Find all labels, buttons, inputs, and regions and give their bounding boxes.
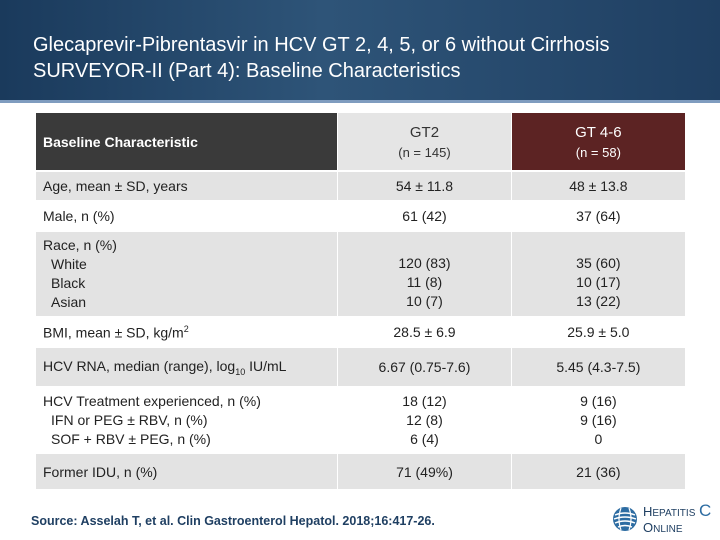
gt2-title: GT2 xyxy=(409,123,440,141)
col-header-characteristic: Baseline Characteristic xyxy=(36,113,338,171)
cell-gt2: 18 (12) 12 (8) 6 (4) xyxy=(337,386,512,453)
cell-value: 18 (12) xyxy=(402,392,447,409)
cell-gt2: 54 ± 11.8 xyxy=(337,170,512,201)
row-label-sub: Black xyxy=(51,275,86,291)
logo-word2: NLINE xyxy=(653,524,683,535)
cell-gt46: 25.9 ± 5.0 xyxy=(510,316,685,347)
row-label-main: Race, n (%) xyxy=(43,237,117,253)
table-row: Age, mean ± SD, years 54 ± 11.8 48 ± 13.… xyxy=(36,170,685,201)
cell-value: 10 (17) xyxy=(576,273,621,290)
gt46-title: GT 4-6 xyxy=(575,123,622,141)
cell-gt2: 61 (42) xyxy=(337,200,512,231)
banner-divider xyxy=(0,100,720,103)
table-row: Male, n (%) 61 (42) 37 (64) xyxy=(36,200,685,231)
row-label-sub: White xyxy=(51,256,87,272)
logo-word1: EPATITIS xyxy=(652,508,696,519)
cell-value: 10 (7) xyxy=(406,292,443,309)
row-label-main: BMI, mean ± SD, kg/m xyxy=(43,324,184,341)
table-header-row: Baseline Characteristic GT2 (n = 145) GT… xyxy=(36,113,685,171)
row-label-sup: 2 xyxy=(183,323,189,334)
gt2-n: (n = 145) xyxy=(398,144,451,160)
row-label-sub: Asian xyxy=(51,294,87,310)
source-citation: Source: Asselah T, et al. Clin Gastroent… xyxy=(31,514,435,528)
cell-value: 12 (8) xyxy=(406,411,443,428)
cell-gt46: 21 (36) xyxy=(510,452,685,489)
row-label: Former IDU, n (%) xyxy=(36,452,338,489)
cell-gt46: 35 (60) 10 (17) 13 (22) xyxy=(510,230,685,317)
baseline-table: Baseline Characteristic GT2 (n = 145) GT… xyxy=(36,113,685,489)
title-banner: Glecaprevir-Pibrentasvir in HCV GT 2, 4,… xyxy=(0,0,720,100)
row-label-tail: IU/mL xyxy=(245,357,287,374)
cell-gt46: 37 (64) xyxy=(510,200,685,231)
cell-gt46: 5.45 (4.3-7.5) xyxy=(510,346,685,387)
cell-gt2: 28.5 ± 6.9 xyxy=(337,316,512,347)
cell-gt2: 6.67 (0.75-7.6) xyxy=(337,346,512,387)
cell-value: 11 (8) xyxy=(406,273,443,290)
cell-gt2: 120 (83) 11 (8) 10 (7) xyxy=(337,230,512,317)
row-label-sub: IFN or PEG ± RBV, n (%) xyxy=(51,411,208,428)
cell-value: 9 (16) xyxy=(580,411,617,428)
row-label-main: HCV Treatment experienced, n (%) xyxy=(43,392,261,409)
logo-globe-icon xyxy=(613,507,637,531)
cell-value: 120 (83) xyxy=(398,254,451,271)
slide-title-line1: Glecaprevir-Pibrentasvir in HCV GT 2, 4,… xyxy=(33,34,610,56)
table-row: BMI, mean ± SD, kg/m2 28.5 ± 6.9 25.9 ± … xyxy=(36,316,685,347)
cell-value: 0 xyxy=(594,430,603,447)
logo-cap-o: O xyxy=(643,520,654,535)
hepatitis-c-online-logo: HEPATITIS C ONLINE xyxy=(612,501,716,537)
logo-wordmark: HEPATITIS C ONLINE xyxy=(643,501,712,537)
cell-value: 6 (4) xyxy=(410,430,439,447)
cell-gt46: 9 (16) 9 (16) 0 xyxy=(510,386,685,453)
row-label: BMI, mean ± SD, kg/m2 xyxy=(36,316,338,347)
table-row: Race, n (%) White Black Asian 120 (83) 1… xyxy=(36,230,685,317)
row-label: Race, n (%) White Black Asian xyxy=(36,230,338,317)
col-header-gt2: GT2 (n = 145) xyxy=(337,113,512,171)
table-row: HCV Treatment experienced, n (%) IFN or … xyxy=(36,386,685,453)
row-label: Age, mean ± SD, years xyxy=(36,170,338,201)
gt46-n: (n = 58) xyxy=(575,144,621,160)
slide-title-line2: SURVEYOR-II (Part 4): Baseline Character… xyxy=(33,60,461,82)
row-label-sub: 10 xyxy=(235,366,246,377)
cell-gt2: 71 (49%) xyxy=(337,452,512,489)
row-label-main: HCV RNA, median (range), log xyxy=(43,357,236,374)
logo-c: C xyxy=(698,501,712,520)
table-row: Former IDU, n (%) 71 (49%) 21 (36) xyxy=(36,452,685,489)
cell-gt46: 48 ± 13.8 xyxy=(510,170,685,201)
col-header-gt46: GT 4-6 (n = 58) xyxy=(510,113,685,171)
logo-cap-h: H xyxy=(643,504,653,519)
cell-value: 13 (22) xyxy=(576,292,621,309)
cell-value: 35 (60) xyxy=(576,254,621,271)
row-label: HCV Treatment experienced, n (%) IFN or … xyxy=(36,386,338,453)
row-label-sub: SOF + RBV ± PEG, n (%) xyxy=(51,430,211,447)
row-label: HCV RNA, median (range), log10 IU/mL xyxy=(36,346,338,387)
row-label: Male, n (%) xyxy=(36,200,338,231)
table-row: HCV RNA, median (range), log10 IU/mL 6.6… xyxy=(36,346,685,387)
cell-value: 9 (16) xyxy=(580,392,617,409)
